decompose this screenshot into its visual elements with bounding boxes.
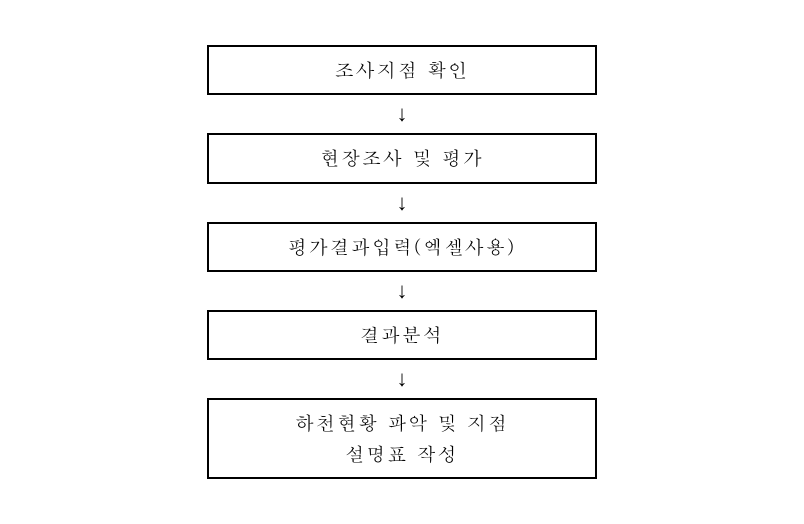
node-label-line2: 설명표 작성 bbox=[345, 439, 458, 469]
down-arrow-icon: ↓ bbox=[397, 103, 408, 125]
flow-node-5: 하천현황 파악 및 지점 설명표 작성 bbox=[207, 398, 597, 479]
node-label: 현장조사 및 평가 bbox=[320, 143, 484, 173]
flow-node-4: 결과분석 bbox=[207, 310, 597, 360]
flow-node-1: 조사지점 확인 bbox=[207, 45, 597, 95]
flow-node-2: 현장조사 및 평가 bbox=[207, 133, 597, 183]
down-arrow-icon: ↓ bbox=[397, 192, 408, 214]
node-label-line1: 하천현황 파악 및 지점 bbox=[295, 408, 509, 438]
flow-node-3: 평가결과입력(엑셀사용) bbox=[207, 222, 597, 272]
down-arrow-icon: ↓ bbox=[397, 368, 408, 390]
node-label: 평가결과입력(엑셀사용) bbox=[288, 232, 516, 262]
flowchart-container: 조사지점 확인 ↓ 현장조사 및 평가 ↓ 평가결과입력(엑셀사용) ↓ 결과분… bbox=[0, 45, 804, 479]
down-arrow-icon: ↓ bbox=[397, 280, 408, 302]
node-label: 결과분석 bbox=[360, 320, 444, 350]
node-label: 조사지점 확인 bbox=[335, 55, 469, 85]
